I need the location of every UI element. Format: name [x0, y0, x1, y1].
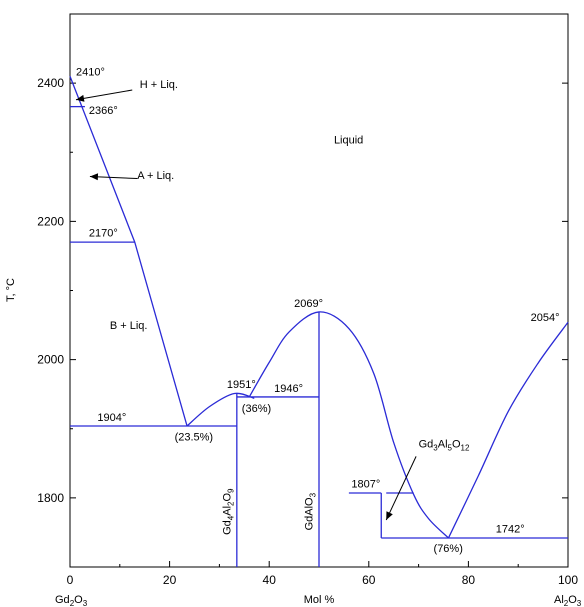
arrow-head: [89, 173, 99, 181]
annotation-label: 1904°: [97, 412, 126, 424]
x-end-label-right: Al2O3: [554, 594, 582, 607]
arrow-head: [386, 511, 393, 520]
x-axis-title: Mol %: [304, 594, 335, 606]
liquidus-curve: [69, 75, 188, 427]
compound-label: Gd4Al2O9: [221, 488, 235, 535]
y-axis-title: T, °C: [5, 278, 17, 302]
annotation-label: 1946°: [274, 383, 303, 395]
annotation-label: (36%): [242, 403, 271, 415]
annotation-label: 1807°: [351, 479, 380, 491]
liquidus-curves: [69, 75, 569, 539]
annotation-label: 2410°: [76, 67, 105, 79]
x-tick-label: 60: [362, 573, 376, 587]
y-tick-label: 2400: [37, 76, 64, 90]
x-tick-label: 100: [558, 573, 578, 587]
annotation-label: 2054°: [531, 312, 560, 324]
annotation-label: 2170°: [89, 228, 118, 240]
annotation-label: 2069°: [294, 298, 323, 310]
annotation-label: 2366°: [89, 105, 118, 117]
x-tick-label: 40: [263, 573, 277, 587]
x-tick-label: 80: [462, 573, 476, 587]
vertical-lines: [236, 311, 382, 567]
compound-labels: Gd4Al2O9 GdAlO3 Gd3Al5O12: [221, 438, 470, 534]
y-tick-labels: 1800 2000 2200 2400: [37, 76, 64, 505]
annotation-label: Liquid: [334, 134, 363, 146]
arrow-head: [75, 94, 85, 102]
y-tick-label: 1800: [37, 491, 64, 505]
arrow-line: [385, 456, 417, 521]
annotations: 2410° H + Liq. 2366° Liquid A + Liq. 2170° B +…: [76, 67, 560, 555]
x-tick-label: 20: [163, 573, 177, 587]
annotation-label: 1951°: [227, 379, 256, 391]
annotation-arrows: [75, 89, 417, 521]
annotation-label: B + Liq.: [110, 320, 148, 332]
garnet-compound-label: Gd3Al5O12: [419, 438, 470, 452]
liquidus-curve: [248, 311, 449, 539]
annotation-label: (76%): [434, 543, 463, 555]
annotation-label: (23.5%): [175, 432, 214, 444]
liquidus-curve: [186, 392, 255, 427]
y-tick-label: 2200: [37, 214, 64, 228]
arrow-line: [75, 89, 133, 101]
annotation-label: 1742°: [496, 523, 525, 535]
x-tick-labels: 0 20 40 60 80 100: [67, 573, 579, 587]
annotation-label: A + Liq.: [137, 170, 174, 182]
x-tick-label: 0: [67, 573, 74, 587]
y-tick-label: 2000: [37, 353, 64, 367]
annotation-label: H + Liq.: [140, 79, 178, 91]
liquidus-curve: [447, 321, 569, 539]
x-end-label-left: Gd2O3: [55, 594, 88, 607]
axis-ticks: [69, 13, 569, 568]
compound-label: GdAlO3: [304, 492, 318, 530]
